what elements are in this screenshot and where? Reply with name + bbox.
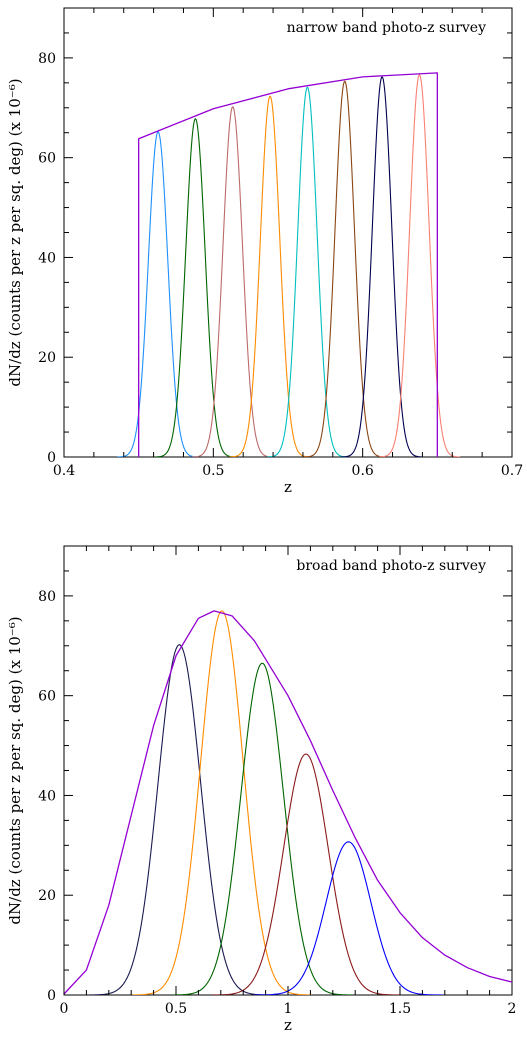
chart-annotation: broad band photo-z survey bbox=[296, 558, 486, 574]
series-curve-8 bbox=[378, 74, 461, 457]
x-axis-label: z bbox=[284, 1016, 292, 1034]
envelope-curve bbox=[138, 72, 438, 457]
x-tick-label: 2 bbox=[508, 1001, 517, 1017]
chart-annotation: narrow band photo-z survey bbox=[287, 20, 486, 36]
series-curve-1 bbox=[117, 130, 199, 457]
x-tick-label: 0.5 bbox=[202, 463, 224, 479]
series-curve-1 bbox=[89, 644, 269, 995]
x-tick-label: 0.6 bbox=[352, 463, 374, 479]
plot-frame bbox=[63, 545, 513, 996]
x-axis-label: z bbox=[284, 478, 292, 496]
x-tick-label: 0.5 bbox=[165, 1001, 187, 1017]
series-curve-7 bbox=[341, 76, 423, 457]
series-curve-4 bbox=[211, 753, 400, 995]
y-tick-label: 40 bbox=[38, 250, 56, 266]
y-tick-label: 0 bbox=[47, 450, 56, 466]
narrow-band-panel: 0.4 0.5 0.6 0.7 0 20 40 60 80 narrow band photo-… bbox=[6, 7, 523, 496]
series-curve-2 bbox=[132, 610, 312, 995]
y-tick-label: 0 bbox=[47, 988, 56, 1004]
y-axis-label: dN/dz (counts per z per sq. deg) (x 10⁻⁶… bbox=[6, 78, 24, 386]
y-tick-label: 20 bbox=[38, 888, 56, 904]
series-curve-3 bbox=[191, 106, 274, 457]
y-tick-label: 80 bbox=[38, 51, 56, 67]
axis-ticks: 0.4 0.5 0.6 0.7 0 20 40 60 80 bbox=[38, 7, 523, 479]
y-tick-label: 40 bbox=[38, 788, 56, 804]
y-tick-label: 80 bbox=[38, 589, 56, 605]
x-tick-label: 0.7 bbox=[501, 463, 523, 479]
x-tick-label: 0.4 bbox=[53, 463, 75, 479]
y-tick-label: 20 bbox=[38, 350, 56, 366]
series-curve-5 bbox=[254, 841, 443, 995]
series-curve-6 bbox=[303, 80, 386, 457]
series-curve-4 bbox=[229, 95, 311, 457]
series-curve-3 bbox=[172, 662, 352, 995]
x-tick-label: 1.5 bbox=[389, 1001, 411, 1017]
series-curve-5 bbox=[266, 86, 349, 457]
y-tick-label: 60 bbox=[38, 689, 56, 705]
x-tick-label: 0 bbox=[60, 1001, 69, 1017]
x-tick-label: 1 bbox=[284, 1001, 293, 1017]
envelope-curve bbox=[64, 610, 512, 995]
y-tick-label: 60 bbox=[38, 151, 56, 167]
y-axis-label: dN/dz (counts per z per sq. deg) (x 10⁻⁶… bbox=[6, 616, 24, 924]
series-curve-2 bbox=[154, 118, 237, 457]
